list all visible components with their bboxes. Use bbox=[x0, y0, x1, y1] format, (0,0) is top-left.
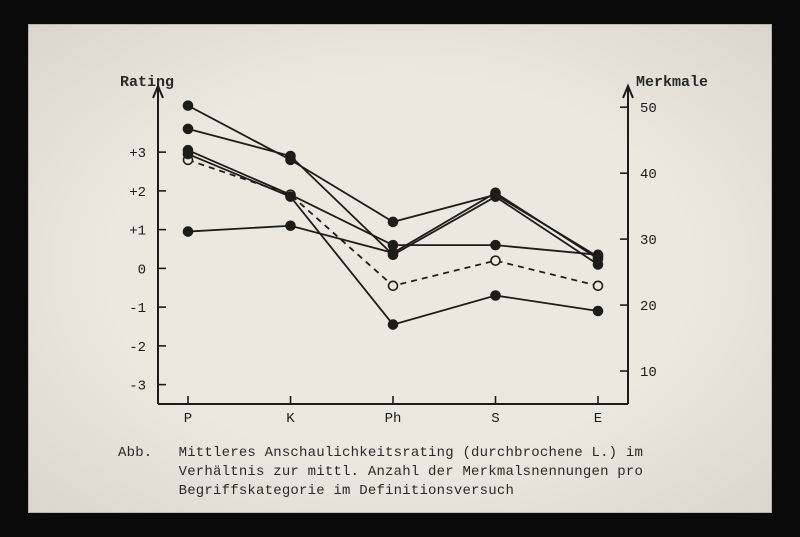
svg-text:50: 50 bbox=[640, 101, 657, 117]
svg-text:20: 20 bbox=[640, 299, 657, 315]
svg-text:K: K bbox=[286, 411, 295, 427]
svg-text:10: 10 bbox=[640, 365, 657, 381]
svg-text:S: S bbox=[491, 411, 499, 427]
caption-text: Mittleres Anschaulichkeitsrating (durchb… bbox=[179, 444, 699, 501]
right-axis-title: Merkmale bbox=[636, 74, 708, 91]
chart-frame: Rating Merkmale -3 -2 -1 0 +1 +2 +3 10 20 30 40 50 P… bbox=[28, 24, 772, 513]
svg-text:+3: +3 bbox=[129, 146, 146, 162]
caption-label: Abb. bbox=[118, 444, 170, 463]
svg-text:0: 0 bbox=[138, 262, 146, 278]
svg-text:P: P bbox=[184, 411, 192, 427]
svg-text:30: 30 bbox=[640, 233, 657, 249]
svg-text:-2: -2 bbox=[129, 340, 146, 356]
svg-text:E: E bbox=[594, 411, 602, 427]
svg-text:+2: +2 bbox=[129, 185, 146, 201]
left-axis-title: Rating bbox=[120, 74, 174, 91]
chart-caption: Abb. Mittleres Anschaulichkeitsrating (d… bbox=[118, 444, 718, 501]
svg-text:-1: -1 bbox=[129, 301, 146, 317]
svg-text:40: 40 bbox=[640, 167, 657, 183]
svg-text:-3: -3 bbox=[129, 379, 146, 395]
svg-text:Ph: Ph bbox=[385, 411, 402, 427]
svg-text:+1: +1 bbox=[129, 224, 146, 240]
